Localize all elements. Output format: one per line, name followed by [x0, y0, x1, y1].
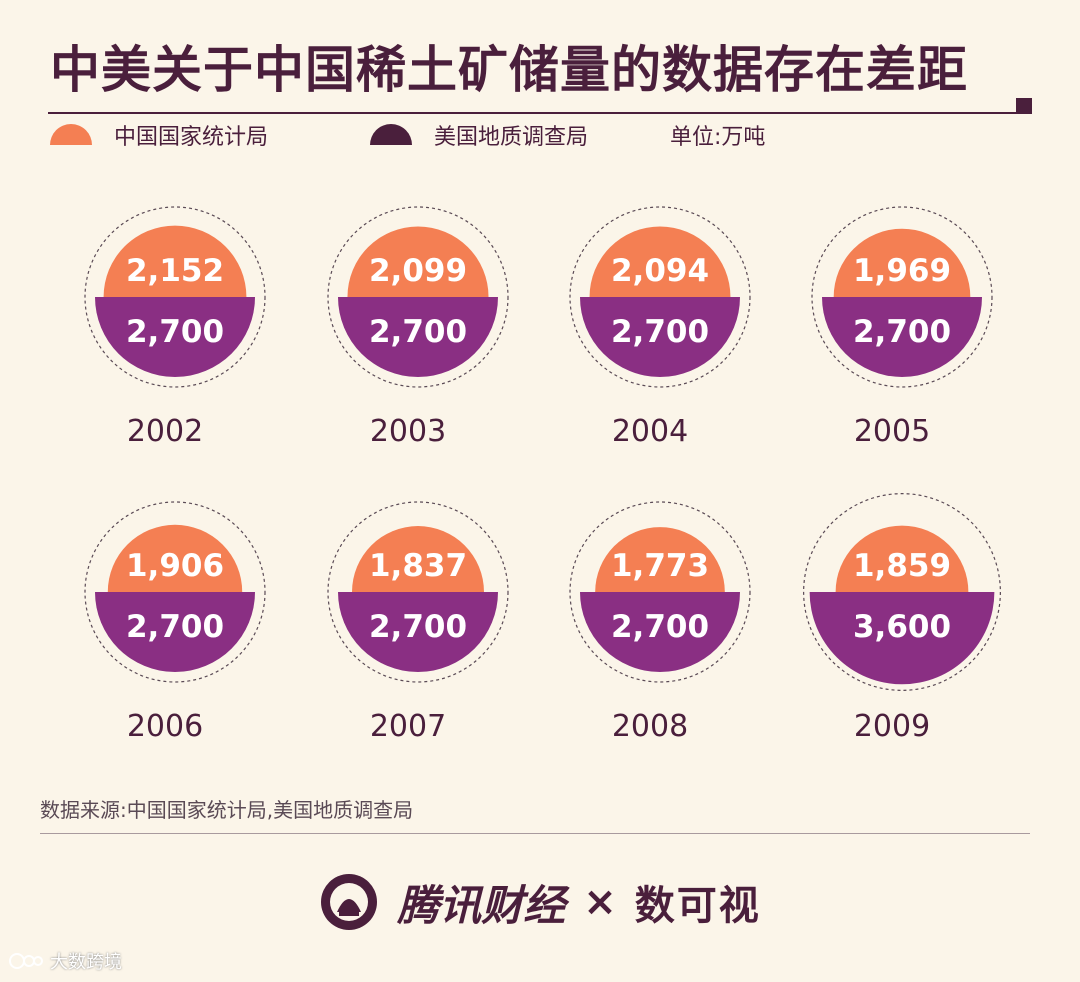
china-value-label-2006: 1,906 — [126, 548, 224, 584]
year-label-2007: 2007 — [370, 709, 446, 744]
source-note: 数据来源:中国国家统计局,美国地质调查局 — [40, 798, 414, 822]
watermark-corner: 大数跨境 — [8, 948, 122, 974]
outline-circle-2008 — [569, 501, 751, 683]
legend-china: 中国国家统计局 — [50, 120, 268, 150]
china-semicircle-2006 — [107, 524, 243, 592]
china-semicircle-2002 — [103, 225, 247, 297]
page-title: 中美关于中国稀土矿储量的数据存在差距 — [50, 41, 968, 99]
year-label-2003: 2003 — [370, 414, 446, 449]
us-value-label-2008: 2,700 — [611, 609, 709, 645]
outline-circle-2003 — [327, 206, 509, 388]
us-semicircle-2003 — [338, 297, 498, 377]
china-value-label-2007: 1,837 — [369, 548, 467, 584]
us-value-label-2005: 2,700 — [853, 314, 951, 350]
outline-circle-2007 — [327, 501, 509, 683]
outline-circle-2004 — [569, 206, 751, 388]
year-label-2006: 2006 — [127, 709, 203, 744]
us-semicircle-2007 — [338, 592, 498, 672]
us-semicircle-2004 — [580, 297, 740, 377]
legend-us: 美国地质调查局 — [370, 120, 588, 150]
china-semicircle-2007 — [352, 526, 484, 592]
title-rule — [48, 112, 1032, 114]
chart: 2,152 2,700 2002 2,099 2,700 2003 2,094 2,700 20… — [84, 206, 1001, 744]
year-label-2005: 2005 — [854, 414, 930, 449]
china-semicircle-2005 — [833, 228, 971, 297]
year-label-2004: 2004 — [612, 414, 688, 449]
tencent-finance-logo-icon — [321, 874, 378, 930]
us-value-label-2004: 2,700 — [611, 314, 709, 350]
china-semicircle-2009 — [835, 525, 969, 592]
legend-unit: 单位:万吨 — [670, 125, 766, 150]
wechat-channel-icon — [9, 953, 43, 969]
china-value-label-2002: 2,152 — [126, 253, 224, 289]
brand-name: 腾讯财经 — [397, 880, 566, 930]
us-value-label-2006: 2,700 — [126, 609, 224, 645]
china-semicircle-2008 — [595, 527, 725, 592]
china-semicircle-2003 — [347, 226, 489, 297]
china-value-label-2005: 1,969 — [853, 253, 951, 289]
us-value-label-2002: 2,700 — [126, 314, 224, 350]
china-value-label-2003: 2,099 — [369, 253, 467, 289]
outline-circle-2002 — [84, 206, 266, 388]
china-value-label-2008: 1,773 — [611, 548, 709, 584]
year-label-2009: 2009 — [854, 709, 930, 744]
us-semicircle-2005 — [822, 297, 982, 377]
us-value-label-2003: 2,700 — [369, 314, 467, 350]
us-semicircle-2006 — [95, 592, 255, 672]
us-semicircle-2008 — [580, 592, 740, 672]
corner-label: 大数跨境 — [50, 952, 122, 973]
china-semicircle-2004 — [589, 226, 731, 297]
legend-us-label: 美国地质调查局 — [434, 125, 589, 150]
china-value-label-2004: 2,094 — [611, 253, 709, 289]
outline-circle-2006 — [84, 501, 266, 683]
outline-circle-2005 — [811, 206, 993, 388]
times-symbol: × — [583, 879, 617, 925]
legend-us-swatch — [370, 123, 412, 145]
us-semicircle-2009 — [809, 592, 995, 685]
legend-china-swatch — [50, 123, 92, 145]
year-label-2002: 2002 — [127, 414, 203, 449]
china-value-label-2009: 1,859 — [853, 548, 951, 584]
year-label-2008: 2008 — [612, 709, 688, 744]
footer: 腾讯财经 × 数可视 — [0, 862, 1080, 942]
us-value-label-2007: 2,700 — [369, 609, 467, 645]
legend-china-label: 中国国家统计局 — [114, 125, 269, 150]
outline-circle-2009 — [803, 493, 1001, 691]
footer-rule — [40, 833, 1030, 834]
us-value-label-2009: 3,600 — [853, 609, 951, 645]
us-semicircle-2002 — [95, 297, 255, 377]
title-rule-tab — [1016, 98, 1032, 112]
partner-name: 数可视 — [634, 883, 761, 929]
